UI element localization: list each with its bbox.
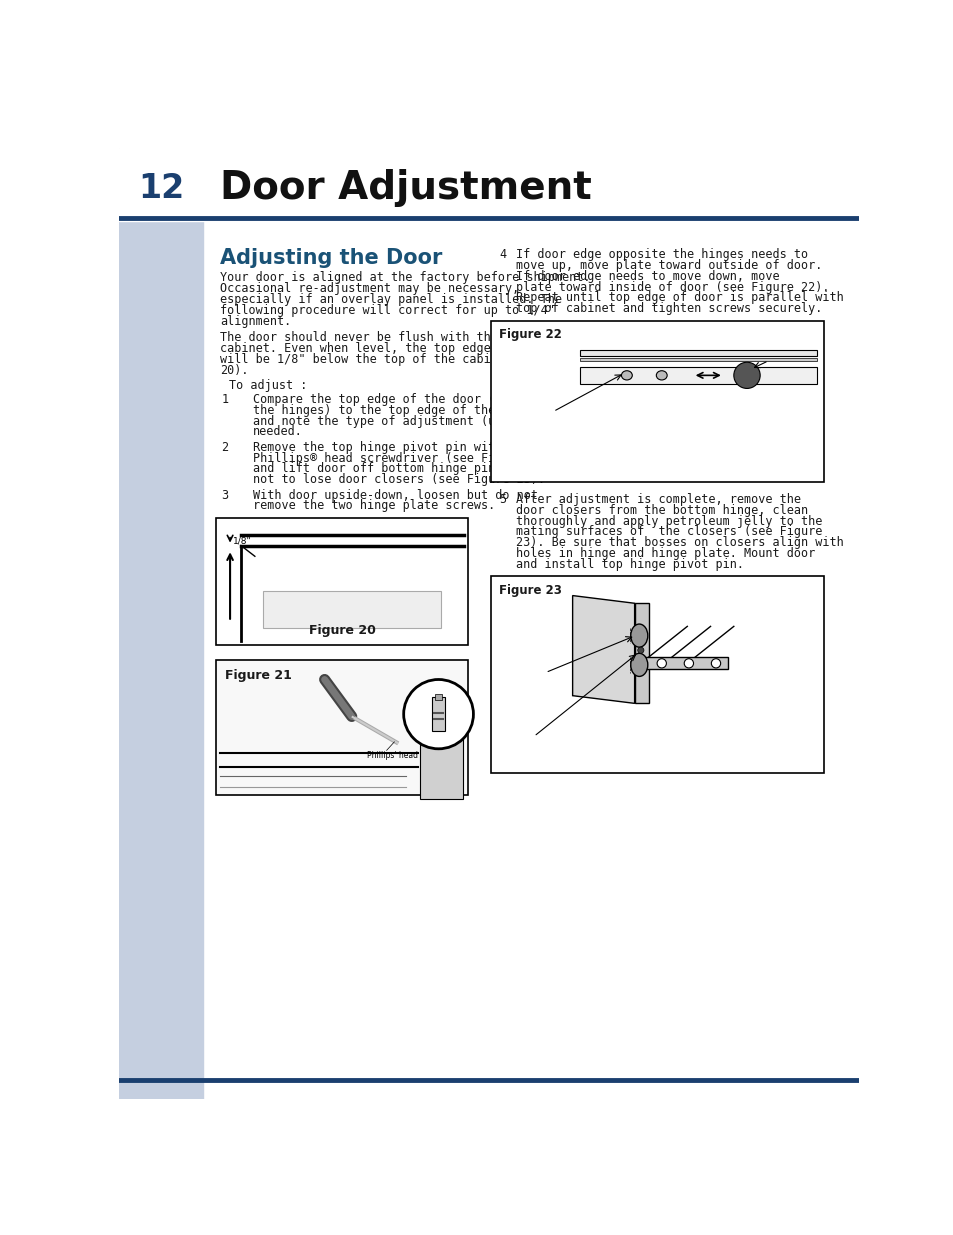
Text: thoroughly and apply petroleum jelly to the: thoroughly and apply petroleum jelly to … <box>516 515 821 527</box>
Text: holes in hinge and hinge plate. Mount door: holes in hinge and hinge plate. Mount do… <box>516 547 815 559</box>
Bar <box>491 577 823 773</box>
Bar <box>216 517 468 645</box>
Text: and lift door off bottom hinge pin. Be careful: and lift door off bottom hinge pin. Be c… <box>253 462 579 475</box>
Text: Your door is aligned at the factory before shipment.: Your door is aligned at the factory befo… <box>220 272 590 284</box>
Text: After adjustment is complete, remove the: After adjustment is complete, remove the <box>516 493 801 506</box>
Text: 2: 2 <box>221 441 229 453</box>
Text: Remove the top hinge pivot pin with a: Remove the top hinge pivot pin with a <box>253 441 516 453</box>
Bar <box>491 321 823 483</box>
Circle shape <box>403 679 473 748</box>
Circle shape <box>683 658 693 668</box>
Bar <box>435 694 442 700</box>
Text: alignment.: alignment. <box>220 315 291 327</box>
Bar <box>634 603 648 704</box>
Text: Figure 20: Figure 20 <box>309 624 375 637</box>
Text: RAISE
OUTSIDE
DOOR EDGE: RAISE OUTSIDE DOOR EDGE <box>597 443 648 474</box>
Text: If door edge opposite the hinges needs to: If door edge opposite the hinges needs t… <box>516 248 807 262</box>
Text: Figure 21: Figure 21 <box>225 669 292 683</box>
Text: not to lose door closers (see Figure 23).: not to lose door closers (see Figure 23)… <box>253 473 544 487</box>
Circle shape <box>711 658 720 668</box>
Bar <box>216 661 468 795</box>
Bar <box>432 698 444 731</box>
Circle shape <box>637 647 643 653</box>
Ellipse shape <box>656 370 666 380</box>
Circle shape <box>733 362 760 389</box>
Text: move up, move plate toward outside of door.: move up, move plate toward outside of do… <box>516 259 821 272</box>
Text: Figure 23: Figure 23 <box>498 584 561 597</box>
Text: top of cabinet and tighten screws securely.: top of cabinet and tighten screws secure… <box>516 303 821 315</box>
Text: will be 1/8" below the top of the cabinet (see Figure: will be 1/8" below the top of the cabine… <box>220 353 597 366</box>
Text: Compare the top edge of the door (opposite: Compare the top edge of the door (opposi… <box>253 393 551 406</box>
Text: 3: 3 <box>221 489 229 501</box>
Text: Figure 22: Figure 22 <box>498 329 561 341</box>
Text: 20).: 20). <box>220 364 248 377</box>
Bar <box>634 657 727 669</box>
Text: remove the two hinge plate screws.: remove the two hinge plate screws. <box>253 499 495 513</box>
Bar <box>419 726 462 799</box>
Text: The door should never be flush with the top of the: The door should never be flush with the … <box>220 331 576 345</box>
Bar <box>579 350 816 356</box>
Ellipse shape <box>630 653 647 677</box>
Text: especially if an overlay panel is installed. The: especially if an overlay panel is instal… <box>220 293 561 306</box>
Text: Repeat until top edge of door is parallel with: Repeat until top edge of door is paralle… <box>516 291 842 304</box>
Text: 4: 4 <box>498 248 506 262</box>
Bar <box>262 592 440 627</box>
Text: With door upside-down, loosen but do not: With door upside-down, loosen but do not <box>253 489 537 501</box>
Polygon shape <box>572 595 634 704</box>
Text: To adjust :: To adjust : <box>229 379 308 393</box>
Text: SLOTTED
MOUNTING
HOLES: SLOTTED MOUNTING HOLES <box>497 398 547 429</box>
Text: and note the type of adjustment (up or down): and note the type of adjustment (up or d… <box>253 415 565 427</box>
Text: 1: 1 <box>221 393 229 406</box>
Text: and install top hinge pivot pin.: and install top hinge pivot pin. <box>516 558 743 571</box>
Text: mating surfaces of  the closers (see Figure: mating surfaces of the closers (see Figu… <box>516 526 821 538</box>
Text: the hinges) to the top edge of the cabinet: the hinges) to the top edge of the cabin… <box>253 404 551 417</box>
Bar <box>119 148 858 221</box>
Text: 12: 12 <box>138 172 184 205</box>
Bar <box>579 367 816 384</box>
Bar <box>579 358 816 361</box>
Text: DOOR
CLOSER
INSERTS: DOOR CLOSER INSERTS <box>497 661 535 693</box>
Text: Phillips' head: Phillips' head <box>367 751 417 760</box>
Text: NOTCH: NOTCH <box>761 353 793 362</box>
Text: cabinet. Even when level, the top edge of the door: cabinet. Even when level, the top edge o… <box>220 342 576 356</box>
Text: following procedure will correct for up to 1/4": following procedure will correct for up … <box>220 304 555 316</box>
Text: Phillips® head screwdriver (see Figure 21): Phillips® head screwdriver (see Figure 2… <box>253 452 551 464</box>
Text: 5: 5 <box>498 493 506 506</box>
Ellipse shape <box>620 370 632 380</box>
Text: 1/8": 1/8" <box>233 536 252 546</box>
Text: plate toward inside of door (see Figure 22).: plate toward inside of door (see Figure … <box>516 280 829 294</box>
Text: needed.: needed. <box>253 425 302 438</box>
Text: Adjusting the Door: Adjusting the Door <box>220 248 442 268</box>
Text: Occasional re-adjustment may be necessary,: Occasional re-adjustment may be necessar… <box>220 282 518 295</box>
Text: 23). Be sure that bosses on closers align with: 23). Be sure that bosses on closers alig… <box>516 536 842 550</box>
Ellipse shape <box>630 624 647 647</box>
Text: If door edge needs to move down, move: If door edge needs to move down, move <box>516 270 779 283</box>
Text: LOWER
OUTSIDE
DOOR EDGE: LOWER OUTSIDE DOOR EDGE <box>693 443 745 474</box>
Text: Door Adjustment: Door Adjustment <box>220 169 591 207</box>
Text: BOSS: BOSS <box>497 730 521 740</box>
Bar <box>119 148 203 1099</box>
Text: door closers from the bottom hinge, clean: door closers from the bottom hinge, clea… <box>516 504 807 517</box>
Circle shape <box>657 658 666 668</box>
